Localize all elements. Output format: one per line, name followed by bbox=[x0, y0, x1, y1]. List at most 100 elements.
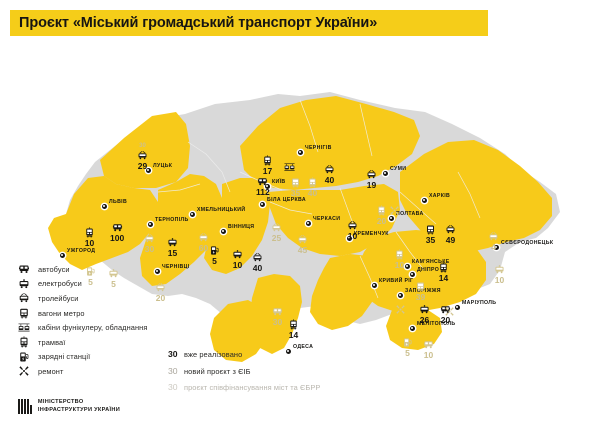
map-stat: 26 bbox=[419, 304, 430, 325]
city-dot bbox=[145, 167, 151, 173]
legend-item-label: кабіни фунікулеру, обладнання bbox=[38, 323, 148, 333]
map-stat: 60 bbox=[198, 232, 209, 253]
repair-icon bbox=[389, 205, 400, 216]
trolleybus-icon bbox=[14, 292, 34, 304]
legend-item: вагони метро bbox=[14, 306, 147, 321]
legend-item: електробуси bbox=[14, 277, 147, 292]
city-dot bbox=[154, 268, 160, 274]
map-stat: 15 bbox=[167, 237, 178, 258]
tram-icon bbox=[84, 227, 95, 238]
legend-item: кабіни фунікулеру, обладнання bbox=[14, 320, 147, 335]
map-stat: 17 bbox=[262, 155, 273, 176]
tram-icon bbox=[307, 177, 318, 188]
trolleybus-icon bbox=[144, 233, 155, 244]
ministry-text: МІНІСТЕРСТВО ІНФРАСТРУКТУРИ УКРАЇНИ bbox=[38, 399, 120, 413]
city-dot bbox=[220, 228, 226, 234]
bus-icon bbox=[423, 339, 434, 350]
legend-item-label: електробуси bbox=[38, 279, 82, 289]
metro-car-icon bbox=[290, 177, 301, 188]
city-label: КРИВИЙ РІГ bbox=[379, 277, 414, 284]
map-stat-value: 5 bbox=[212, 256, 217, 266]
bus-icon bbox=[14, 263, 34, 275]
tram-icon bbox=[14, 336, 34, 348]
map-stat-value: 15 bbox=[167, 248, 178, 258]
tram-icon bbox=[438, 262, 449, 273]
map-stat-value: 26 bbox=[419, 315, 430, 325]
city-dot bbox=[259, 201, 265, 207]
city-label: СЄВЄРОДОНЕЦЬК bbox=[501, 239, 554, 246]
city-label: БІЛА ЦЕРКВА bbox=[267, 196, 306, 203]
city-dot bbox=[404, 263, 410, 269]
map-stat: 40 bbox=[324, 164, 335, 185]
map-stat: 45 bbox=[297, 234, 308, 255]
map-stat-value: 14 bbox=[438, 273, 449, 283]
electrobus-icon bbox=[419, 304, 430, 315]
tram-icon bbox=[262, 155, 273, 166]
city-dot bbox=[493, 244, 499, 250]
tram-icon bbox=[394, 249, 405, 260]
legend-status-number: 30 bbox=[168, 382, 178, 392]
city-label: ЛУЦЬК bbox=[153, 162, 173, 169]
charging-station-icon bbox=[402, 337, 413, 348]
legend-item-label: автобуси bbox=[38, 264, 70, 274]
map-stat-value: 45 bbox=[297, 245, 308, 255]
page-title: Проєкт «Міський громадський транспорт Ук… bbox=[19, 15, 378, 31]
metro-car-icon bbox=[14, 307, 34, 319]
map-stat-value: 112 bbox=[256, 187, 270, 197]
repair-icon bbox=[395, 304, 406, 315]
map-stat: 5 bbox=[209, 245, 220, 266]
map-stat: 14 bbox=[438, 262, 449, 283]
trolleybus-icon bbox=[155, 282, 166, 293]
city-label: ЧЕРКАСИ bbox=[313, 215, 341, 222]
trolleybus-icon bbox=[198, 232, 209, 243]
map-stat: 10 bbox=[232, 249, 243, 270]
charging-station-icon bbox=[14, 351, 34, 363]
map-stat: 10 bbox=[423, 339, 434, 360]
city-label: ОДЕСА bbox=[293, 343, 314, 350]
electrobus-icon bbox=[108, 268, 119, 279]
map-stat-value: 100 bbox=[110, 233, 125, 243]
map-stat: 10 bbox=[394, 249, 405, 270]
map-stat-value: 35 bbox=[290, 188, 301, 198]
city-dot bbox=[147, 221, 153, 227]
map-stat-value: 40 bbox=[252, 263, 263, 273]
city-label: КАМ'ЯНСЬКЕ bbox=[412, 258, 450, 265]
map-stat bbox=[389, 205, 400, 216]
city-label: ЛЬВІВ bbox=[109, 198, 128, 205]
legend-icons: автобуси електробуси тролейбуси вагони метр… bbox=[14, 262, 147, 379]
map-stat-value: 17 bbox=[262, 166, 273, 176]
city-dot bbox=[382, 170, 388, 176]
map-stat-value: 10 bbox=[84, 238, 95, 248]
city-dot bbox=[454, 304, 460, 310]
city-label: ДНІПРО bbox=[417, 266, 440, 273]
legend-status-number: 30 bbox=[168, 349, 178, 359]
map-stat-value: 60 bbox=[198, 243, 209, 253]
legend-item: автобуси bbox=[14, 262, 147, 277]
city-label: ХМЕЛЬНИЦЬКИЙ bbox=[197, 206, 246, 213]
bus-icon bbox=[112, 222, 123, 233]
bus-icon bbox=[272, 306, 283, 317]
map-stat-value: 39 bbox=[415, 292, 426, 302]
city-label: ЗАПОРІЖЖЯ bbox=[405, 287, 441, 294]
map-stat-value: 5 bbox=[405, 348, 410, 358]
ministry-logo: МІНІСТЕРСТВО ІНФРАСТРУКТУРИ УКРАЇНИ bbox=[18, 399, 120, 414]
map-stat: 39 bbox=[415, 281, 426, 302]
trolleybus-icon bbox=[271, 222, 282, 233]
legend-item: трамваї bbox=[14, 335, 147, 350]
tram-icon bbox=[376, 205, 387, 216]
map-stat-value: 10 bbox=[423, 350, 434, 360]
map-stat-value: 30 bbox=[144, 244, 155, 254]
map-stat: 10 bbox=[347, 220, 358, 241]
city-label: ВІННИЦЯ bbox=[228, 223, 255, 230]
legend-item-label: ремонт bbox=[38, 366, 64, 376]
legend-status-label: вже реалізовано bbox=[184, 350, 243, 359]
legend-item: ремонт bbox=[14, 364, 147, 379]
map-stat bbox=[395, 304, 406, 315]
trolleybus-icon bbox=[347, 220, 358, 231]
city-dot bbox=[189, 211, 195, 217]
city-dot bbox=[101, 203, 107, 209]
city-label: ЧЕРНІГІВ bbox=[305, 144, 332, 151]
legend-item: зарядні станції bbox=[14, 350, 147, 365]
legend-item-label: трамваї bbox=[38, 337, 66, 347]
map-stat-value: 10 bbox=[494, 275, 505, 285]
